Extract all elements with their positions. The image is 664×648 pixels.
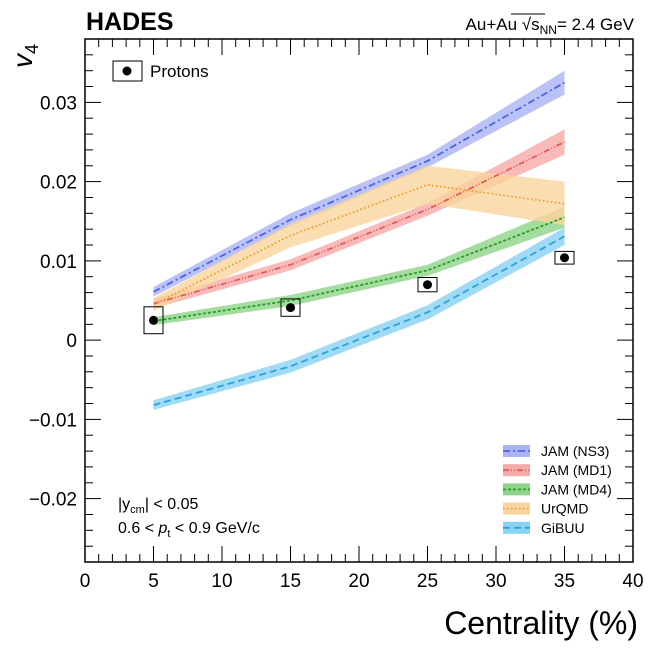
- legend-label-jam-ns3: JAM (NS3): [541, 443, 609, 459]
- axis-ticks: [84, 38, 634, 563]
- syst-box-15: [280, 298, 301, 317]
- legend-label-jam-md4: JAM (MD4): [541, 481, 612, 497]
- line-jam-md4: [153, 216, 565, 322]
- x-tick-label: 15: [280, 571, 301, 592]
- y-tick-label: −0.01: [29, 410, 77, 431]
- model-legend: JAM (NS3) JAM (MD1) JAM (MD4) UrQMD GiBUU: [503, 443, 612, 536]
- sqrt-symbol: √: [522, 15, 532, 34]
- data-point-35: [560, 253, 569, 263]
- band-gibuu: [153, 227, 565, 410]
- x-tick-label: 40: [622, 571, 643, 592]
- x-tick-label: 35: [554, 571, 575, 592]
- x-tick-label: 10: [211, 571, 232, 592]
- legend-swatch-jam-md4: [503, 483, 530, 496]
- model-bands: [153, 70, 565, 410]
- y-tick-label: −0.02: [29, 490, 77, 511]
- experiment-label: HADES: [86, 8, 174, 36]
- y-tick-label: 0.03: [40, 93, 77, 114]
- band-jam-ns3: [153, 70, 565, 297]
- x-tick-label: 20: [348, 571, 369, 592]
- pt-cut-label: 0.6 < pt < 0.9 GeV/c: [118, 520, 260, 540]
- protons-legend-marker-box: [112, 60, 143, 82]
- x-tick-label: 0: [80, 571, 91, 592]
- data-point-25: [423, 280, 432, 290]
- legend-label-jam-md1: JAM (MD1): [541, 462, 612, 478]
- line-gibuu: [153, 235, 565, 406]
- y-axis-label: v4: [7, 44, 42, 68]
- line-urqmd: [153, 183, 565, 306]
- x-tick-label: 30: [485, 571, 506, 592]
- data-point-5: [149, 315, 158, 325]
- line-jam-md1: [153, 141, 565, 305]
- protons-legend-label: Protons: [150, 62, 209, 81]
- syst-box-25: [417, 277, 438, 293]
- y-tick-label: 0.01: [40, 252, 77, 273]
- y-tick-label: 0: [66, 331, 77, 352]
- band-urqmd: [153, 165, 565, 311]
- legend-swatch-jam-ns3: [503, 445, 530, 457]
- x-tick-label: 25: [417, 571, 438, 592]
- data-points: [149, 253, 569, 325]
- x-tick-label: 5: [148, 571, 159, 592]
- model-lines: [153, 81, 565, 406]
- syst-box-5: [143, 306, 164, 335]
- rapidity-cut-label: |ycm| < 0.05: [118, 496, 198, 516]
- systematic-boxes: [143, 250, 575, 335]
- syst-box-35: [554, 250, 575, 265]
- band-jam-md4: [153, 207, 565, 326]
- protons-legend-marker: [122, 66, 132, 76]
- system-energy-label: Au+Au √sNN= 2.4 GeV: [466, 15, 635, 37]
- y-tick-label: 0.02: [40, 173, 77, 194]
- x-axis-label: Centrality (%): [444, 605, 638, 641]
- line-jam-ns3: [153, 81, 565, 293]
- y-tick-labels: −0.02 −0.01 0 0.01 0.02 0.03: [29, 93, 77, 510]
- legend-label-urqmd: UrQMD: [541, 501, 588, 517]
- data-point-15: [286, 303, 295, 313]
- x-tick-labels: 0 5 10 15 20 25 30 35 40: [80, 571, 644, 592]
- legend-swatch-jam-md1: [503, 464, 530, 477]
- legend-label-gibuu: GiBUU: [541, 520, 585, 536]
